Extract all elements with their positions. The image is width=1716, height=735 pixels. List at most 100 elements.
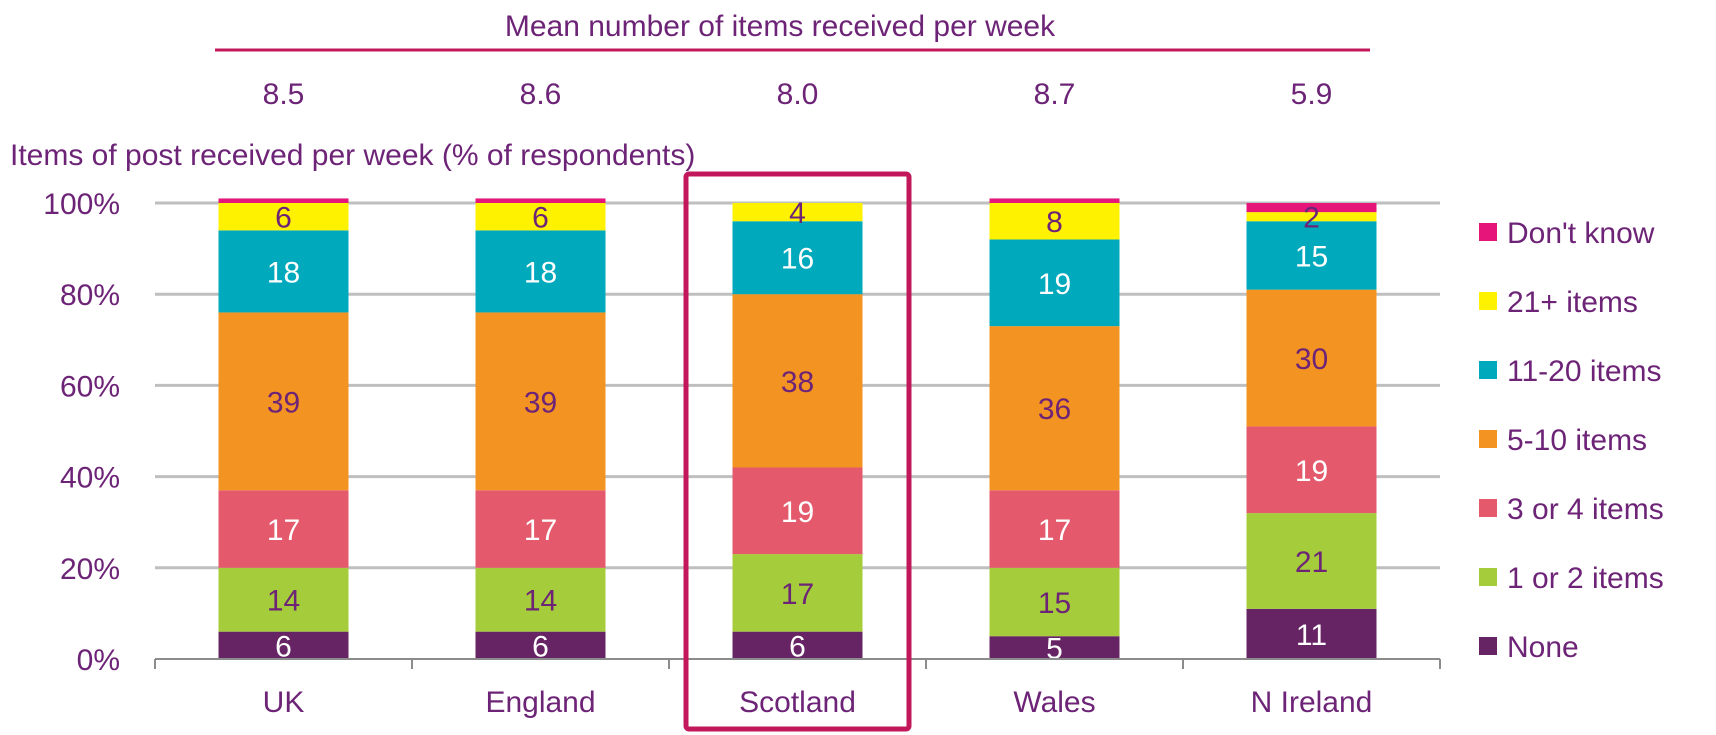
bar-segment <box>218 567 349 632</box>
y-axis-ticks: 0% 20% 40% 60% 80% 100% <box>43 188 120 677</box>
bar-segment <box>989 636 1120 659</box>
data-label: 15 <box>1295 240 1328 273</box>
bar-segment <box>1246 426 1377 514</box>
mean-value: 5.9 <box>1291 78 1333 111</box>
bar-segment <box>1246 513 1377 609</box>
data-label: 8 <box>1046 206 1063 239</box>
data-label: 19 <box>1295 455 1328 488</box>
legend-label: 21+ items <box>1507 286 1638 319</box>
data-label: 17 <box>524 514 557 547</box>
bar-segment <box>475 203 606 231</box>
data-label: 21 <box>1295 546 1328 579</box>
data-label: 38 <box>781 366 814 399</box>
legend-label: Don't know <box>1507 217 1655 250</box>
y-tick-label: 0% <box>77 644 120 677</box>
data-label: 6 <box>789 630 806 663</box>
data-label: 11 <box>1296 619 1327 652</box>
y-tick-label: 80% <box>60 279 120 312</box>
bar-segment <box>218 198 349 203</box>
data-label: 5 <box>1046 633 1063 666</box>
data-label: 6 <box>275 630 292 663</box>
y-tick-label: 60% <box>60 370 120 403</box>
legend-label: 1 or 2 items <box>1507 562 1664 595</box>
bar-segment <box>475 312 606 491</box>
data-label: 18 <box>267 256 300 289</box>
legend: Don't know 21+ items 11-20 items 5-10 items… <box>1479 217 1664 664</box>
bar-segment <box>989 239 1120 327</box>
y-tick-label: 40% <box>60 462 120 495</box>
data-label: 19 <box>1038 268 1071 301</box>
bar-segment <box>732 294 863 468</box>
mean-value: 8.5 <box>263 78 305 111</box>
chart-title: Mean number of items received per week <box>505 10 1056 43</box>
bar-segment <box>475 567 606 632</box>
legend-swatch <box>1479 568 1497 586</box>
legend-swatch <box>1479 292 1497 310</box>
bar-segment <box>1246 212 1377 222</box>
bar-segment <box>218 203 349 231</box>
legend-swatch <box>1479 499 1497 517</box>
bar-segment <box>218 631 349 659</box>
bar-segment <box>732 554 863 632</box>
legend-label: 11-20 items <box>1507 355 1662 388</box>
data-label: 14 <box>524 585 557 618</box>
bar-segment <box>475 490 606 568</box>
bar-segment <box>1246 221 1377 290</box>
legend-swatch <box>1479 637 1497 655</box>
data-label: 16 <box>781 243 814 276</box>
highlight-box <box>683 171 912 732</box>
bar-segment <box>218 490 349 568</box>
data-label: 39 <box>524 386 557 419</box>
y-axis-label: Items of post received per week (% of re… <box>10 139 695 172</box>
data-label: 14 <box>267 585 300 618</box>
bar-segment <box>475 198 606 203</box>
data-label: 4 <box>789 197 806 230</box>
bar-segment <box>475 631 606 659</box>
legend-label: None <box>1507 631 1579 664</box>
bar-segment <box>475 230 606 313</box>
data-label: 30 <box>1295 343 1328 376</box>
bar-segment <box>989 490 1120 568</box>
data-label: 17 <box>1038 514 1071 547</box>
highlight-frame <box>683 171 912 732</box>
x-tick-label: UK <box>263 686 305 719</box>
bar-segment <box>989 203 1120 240</box>
bar-segment <box>732 467 863 555</box>
legend-swatch <box>1479 430 1497 448</box>
x-tick-label: Scotland <box>739 686 856 719</box>
data-label: 19 <box>781 496 814 529</box>
data-label: 39 <box>267 386 300 419</box>
legend-swatch <box>1479 223 1497 241</box>
mean-values-row: 8.5 8.6 8.0 8.7 5.9 <box>263 78 1333 111</box>
legend-label: 5-10 items <box>1507 424 1647 457</box>
data-label: 6 <box>532 630 549 663</box>
bar-segment <box>732 203 863 222</box>
bar-segment <box>218 230 349 313</box>
bar-segment <box>989 198 1120 203</box>
mean-value: 8.6 <box>520 78 562 111</box>
y-tick-label: 20% <box>60 553 120 586</box>
bar-segment <box>1246 289 1377 427</box>
data-label: 15 <box>1038 587 1071 620</box>
data-label: 18 <box>524 256 557 289</box>
bar-segment <box>732 631 863 659</box>
bar-segment <box>1246 203 1377 213</box>
data-label: 6 <box>275 202 292 235</box>
legend-swatch <box>1479 361 1497 379</box>
x-axis: UK England Scotland Wales N Ireland <box>154 658 1441 719</box>
bar-segment <box>218 312 349 491</box>
data-label: 17 <box>267 514 300 547</box>
x-tick-label: England <box>485 686 595 719</box>
bars <box>218 198 1377 659</box>
data-label: 6 <box>532 202 549 235</box>
legend-label: 3 or 4 items <box>1507 493 1664 526</box>
bar-segment <box>732 221 863 295</box>
bar-segment <box>989 567 1120 637</box>
data-label: 36 <box>1038 393 1071 426</box>
data-label: 17 <box>781 578 814 611</box>
bar-segment <box>1246 608 1377 659</box>
data-label: 2 <box>1303 202 1320 235</box>
y-tick-label: 100% <box>43 188 120 221</box>
mean-value: 8.7 <box>1034 78 1076 111</box>
